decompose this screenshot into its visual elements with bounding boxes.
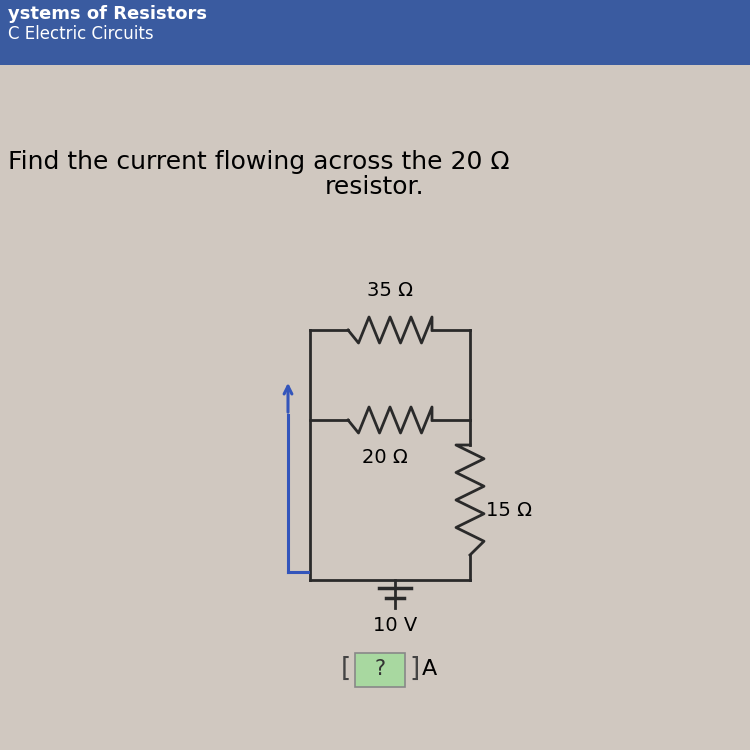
Text: 10 V: 10 V (373, 616, 417, 635)
Text: ystems of Resistors: ystems of Resistors (8, 5, 207, 23)
Text: 20 Ω: 20 Ω (362, 448, 408, 467)
Text: resistor.: resistor. (326, 175, 424, 199)
Text: [: [ (340, 656, 351, 682)
Text: Find the current flowing across the 20 Ω: Find the current flowing across the 20 Ω (8, 150, 510, 174)
Bar (0, 0, 750, 65)
Text: ]: ] (409, 656, 419, 682)
FancyBboxPatch shape (355, 653, 405, 687)
Text: A: A (422, 659, 437, 679)
Text: C Electric Circuits: C Electric Circuits (8, 25, 154, 43)
Text: 15 Ω: 15 Ω (486, 500, 532, 520)
Text: 35 Ω: 35 Ω (367, 281, 413, 300)
Text: ?: ? (374, 659, 386, 679)
